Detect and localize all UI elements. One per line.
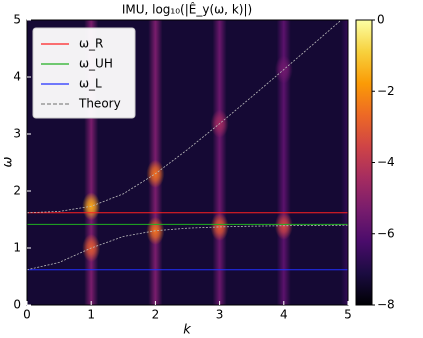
theory-line <box>27 224 348 271</box>
legend-label: ω_R <box>79 37 103 51</box>
y-tick-label: 3 <box>13 127 21 141</box>
plot-area <box>27 20 348 305</box>
y-tick-label: 1 <box>13 241 21 255</box>
colorbar-tick-label: −8 <box>377 298 395 312</box>
x-tick-label: 4 <box>280 308 288 322</box>
y-tick-label: 2 <box>13 184 21 198</box>
heatmap-stripe <box>212 20 227 305</box>
plot-frame <box>26 19 349 306</box>
x-tick-label: 1 <box>87 308 95 322</box>
chart-title: IMU, log₁₀(|Ê_y(ω, k)|) <box>122 2 252 17</box>
y-tick-label: 4 <box>13 70 21 84</box>
heatmap-stripe <box>341 20 348 305</box>
x-axis-label: k <box>183 323 191 338</box>
theory-line <box>27 20 342 214</box>
colorbar-tick-label: −6 <box>377 226 395 240</box>
x-tick-label: 5 <box>344 308 352 322</box>
colorbar-tick-label: −2 <box>377 84 395 98</box>
heatmap-spot <box>210 212 229 241</box>
y-axis-label: ω <box>1 156 16 167</box>
legend-label: ω_UH <box>79 57 113 71</box>
legend-label: ω_L <box>79 77 102 91</box>
y-tick-label: 5 <box>13 13 21 27</box>
y-tick-label: 0 <box>13 298 21 312</box>
legend-box <box>32 27 136 119</box>
x-tick-label: 3 <box>216 308 224 322</box>
colorbar-tick-label: −4 <box>377 155 395 169</box>
legend-label: Theory <box>78 97 121 111</box>
colorbar-tick-label: 0 <box>377 13 385 27</box>
x-tick-label: 2 <box>152 308 160 322</box>
colorbar <box>355 19 373 306</box>
x-tick-label: 0 <box>23 308 31 322</box>
